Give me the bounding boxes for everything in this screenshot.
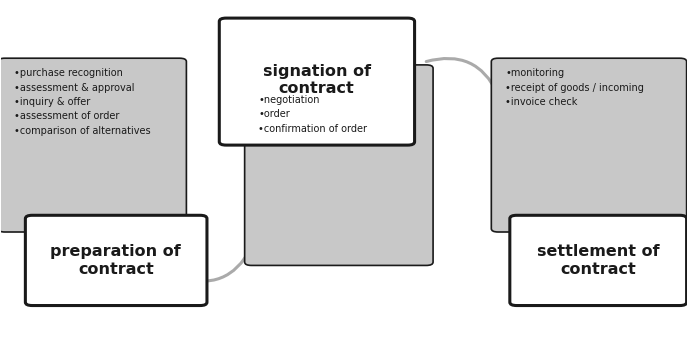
Text: •purchase recognition
•assessment & approval
•inquiry & offer
•assessment of ord: •purchase recognition •assessment & appr… — [14, 68, 151, 136]
Text: signation of
contract: signation of contract — [263, 64, 371, 96]
FancyBboxPatch shape — [491, 58, 687, 232]
FancyBboxPatch shape — [245, 65, 433, 266]
FancyBboxPatch shape — [25, 215, 207, 306]
Text: preparation of
contract: preparation of contract — [50, 244, 181, 277]
FancyBboxPatch shape — [219, 18, 415, 145]
Text: settlement of
contract: settlement of contract — [537, 244, 660, 277]
Text: •monitoring
•receipt of goods / incoming
•invoice check: •monitoring •receipt of goods / incoming… — [505, 68, 644, 107]
FancyBboxPatch shape — [510, 215, 687, 306]
Text: •negotiation
•order
•confirmation of order: •negotiation •order •confirmation of ord… — [259, 95, 367, 134]
FancyBboxPatch shape — [0, 58, 186, 232]
